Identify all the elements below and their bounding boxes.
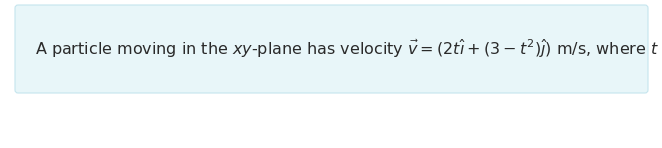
FancyBboxPatch shape [15, 5, 648, 93]
Text: A particle moving in the $xy$-plane has velocity $\vec{v} = (2t\hat{\imath} + (3: A particle moving in the $xy$-plane has … [35, 38, 662, 60]
